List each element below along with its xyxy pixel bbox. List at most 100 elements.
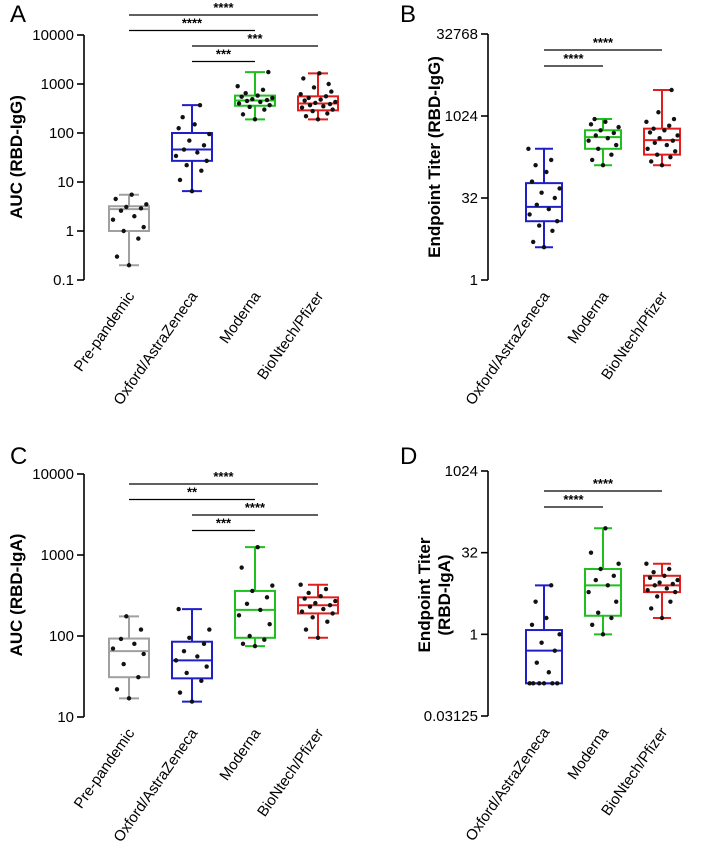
data-point (244, 98, 250, 104)
y-tick-label: 1024 (445, 463, 478, 480)
data-point (204, 664, 209, 669)
data-point (313, 600, 318, 606)
data-point (136, 236, 141, 241)
x-category-label: Moderna (564, 724, 612, 783)
data-point (327, 603, 333, 608)
data-point (552, 195, 557, 201)
data-point (537, 223, 542, 228)
data-point (657, 580, 662, 585)
data-point (651, 126, 656, 131)
data-point (675, 577, 680, 583)
data-point (250, 96, 255, 102)
data-point (121, 661, 126, 667)
data-point (124, 204, 129, 210)
data-point (603, 526, 608, 531)
data-point (668, 599, 673, 604)
data-point (333, 598, 338, 604)
data-point (118, 208, 124, 213)
data-point (541, 681, 547, 686)
data-point (593, 577, 598, 583)
data-point (323, 94, 329, 99)
data-point (531, 239, 536, 245)
data-point (603, 119, 608, 125)
data-point (586, 138, 591, 143)
data-point (270, 583, 275, 588)
data-point (555, 681, 560, 686)
data-point (549, 583, 554, 588)
data-point (552, 648, 557, 653)
significance-label: *** (216, 516, 232, 531)
data-point (189, 699, 195, 704)
data-point (671, 116, 677, 122)
data-point (176, 126, 181, 131)
box-d-2 (643, 561, 681, 621)
data-point (544, 169, 549, 175)
data-point (126, 696, 132, 701)
data-point (533, 163, 538, 168)
data-point (307, 604, 313, 609)
data-point (250, 588, 255, 594)
data-point (317, 71, 322, 76)
data-point (239, 565, 244, 570)
data-point (600, 163, 606, 168)
data-point (318, 97, 323, 102)
data-point (270, 95, 275, 101)
box-c-2 (234, 544, 276, 649)
data-point (616, 561, 621, 566)
data-point (644, 119, 649, 125)
data-point (197, 102, 203, 108)
data-point (323, 586, 329, 592)
data-point (590, 157, 595, 163)
data-point (114, 687, 120, 692)
panel-letter-b: B (400, 1, 416, 28)
data-point (555, 219, 560, 224)
data-point (655, 594, 660, 599)
data-point (184, 163, 189, 168)
y-tick-label: 10 (57, 709, 74, 726)
data-point (557, 186, 562, 191)
y-tick-label: 32768 (436, 26, 478, 43)
data-point (199, 168, 204, 173)
data-point (611, 573, 616, 578)
data-point (114, 254, 120, 259)
data-point (544, 615, 549, 621)
data-point (605, 136, 610, 141)
data-point (299, 609, 305, 614)
data-point (673, 589, 678, 595)
data-point (539, 640, 544, 645)
data-point (121, 228, 126, 234)
data-point (529, 622, 535, 627)
box-iqr (525, 629, 563, 685)
data-point (596, 610, 601, 615)
y-tick-label: 0.1 (53, 272, 74, 289)
data-point (243, 90, 248, 96)
data-point (609, 152, 614, 157)
box-iqr (234, 589, 276, 639)
significance-label: **** (213, 0, 234, 15)
data-point (330, 611, 335, 616)
data-point (247, 633, 252, 639)
data-point (590, 622, 595, 627)
data-point (539, 190, 544, 195)
data-point (252, 117, 258, 122)
data-point (549, 157, 554, 163)
data-point (675, 133, 680, 138)
data-point (180, 115, 185, 120)
data-point (329, 89, 334, 94)
data-point (533, 599, 538, 604)
y-tick-label: 10 (57, 174, 74, 191)
box-d-0 (525, 583, 563, 686)
data-point (236, 101, 242, 106)
data-point (325, 111, 330, 116)
data-point (173, 658, 179, 663)
data-point (321, 104, 326, 109)
data-point (596, 146, 601, 151)
data-point (138, 206, 144, 211)
data-point (662, 573, 667, 578)
y-tick-label: 32 (461, 545, 478, 562)
data-point (647, 130, 653, 135)
data-point (136, 674, 141, 680)
data-point (207, 131, 212, 137)
box-b-2 (643, 87, 681, 168)
